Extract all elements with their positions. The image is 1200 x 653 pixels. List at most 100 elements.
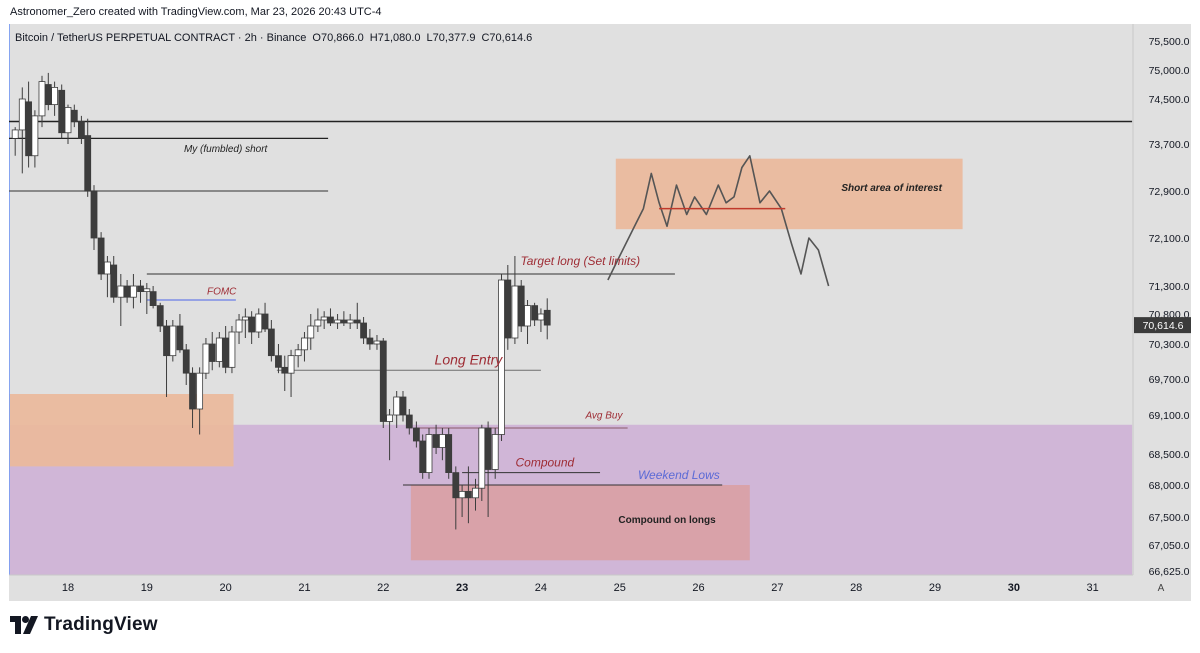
symbol-title: Bitcoin / TetherUS PERPETUAL CONTRACT · … [15,32,306,44]
candle [445,428,453,479]
candle-body-down [399,396,407,416]
candle [11,127,19,156]
candle [176,314,184,353]
compound-label: Compound [516,455,575,469]
time-tick-label: 31 [1087,582,1099,594]
time-tick-label: 30 [1008,582,1020,594]
price-tick-label: 75,500.0 [1149,36,1190,48]
candle [379,338,387,428]
candle [484,421,492,517]
candle-body-down [97,237,105,275]
candle [51,81,59,116]
candle-body-down [110,264,118,298]
candle-body-up [169,325,177,357]
candle-body-up [31,115,39,157]
time-tick-label: 29 [929,582,941,594]
candle-body-down [267,328,275,357]
price-scale: 75,500.0 75,000.0 74,500.0 73,700.0 72,900.0… [1132,24,1190,578]
candle-body-down [452,472,460,499]
candle-body-up [235,319,243,333]
candle [31,110,39,168]
candle-body-down [222,337,230,368]
candle [70,104,78,128]
candle-body-down [137,285,144,292]
candle-body-up [241,316,249,321]
candle-body-down [327,316,334,324]
candle-body-down [77,121,85,139]
last-price-tag: 70,614.6 [1134,317,1191,334]
candle [169,320,177,362]
candle [405,409,413,435]
candle-body-down [405,414,413,429]
candle-body-down [44,84,52,106]
candle-body-up [202,343,210,374]
candle-body-down [156,305,164,327]
candle-body-up [458,490,466,499]
candle-body-up [373,340,381,345]
candlestick-chart[interactable]: My (fumbled) short Short area of interest… [9,24,1191,601]
price-tick-label: 73,700.0 [1149,139,1190,151]
candle-body-up [320,316,328,321]
candle [189,367,196,428]
time-axis: 18 19 20 21 22 23 24 25 26 27 28 29 30 31 A [9,574,1165,594]
candle-body-up [64,107,72,134]
candle [97,232,105,280]
candle [182,344,190,385]
time-tick-label: 22 [377,582,389,594]
candle-body-up [38,81,46,117]
fumbled-short-label: My (fumbled) short [184,144,269,155]
candle-body-down [412,427,420,442]
tradingview-brand-text: TradingView [44,614,158,635]
candle [452,466,460,530]
tradingview-logo-icon [10,616,38,634]
candle-body-up [524,305,531,327]
candle [327,308,334,326]
candle-body-down [360,322,367,339]
price-tick-label: 74,500.0 [1149,94,1190,106]
price-tick-label: 67,500.0 [1149,512,1190,524]
candle [491,428,499,479]
candle-body-up [307,325,315,339]
compound-on-longs-label: Compound on longs [618,515,716,526]
chart-frame[interactable]: My (fumbled) short Short area of interest… [9,24,1191,601]
candle-body-up [215,337,223,362]
ohlc-low: L70,377.9 [427,32,476,44]
ohlc-high: H71,080.0 [370,32,421,44]
ohlc-close: C70,614.6 [481,32,532,44]
candle [307,314,315,350]
time-tick-label: 24 [535,582,547,594]
candle [196,367,204,435]
candle-body-up [472,487,479,499]
candle [517,280,525,332]
candle [143,283,151,314]
candle-body-down [504,279,512,339]
candle-body-down [517,285,525,327]
auto-scale-button[interactable]: A [1158,583,1165,594]
candle [425,428,433,479]
price-tick-label: 75,000.0 [1149,65,1190,77]
candle [261,302,269,332]
candle [314,308,322,332]
candle [399,391,407,422]
candle [465,466,472,524]
time-tick-label: 23 [456,582,468,594]
last-price-tag-bg [1134,317,1191,334]
orange-demand-zone [9,394,234,467]
tradingview-footer[interactable]: TradingView [10,614,158,636]
candle-body-up [104,261,111,275]
price-tick-label: 72,900.0 [1149,186,1190,198]
time-tick-label: 19 [141,582,153,594]
candle-body-down [465,490,472,499]
time-tick-label: 25 [614,582,626,594]
candle-body-up [498,279,505,435]
candle-body-up [537,313,545,321]
candle-body-up [301,337,308,351]
time-tick-label: 26 [692,582,704,594]
candle [84,118,92,197]
candle [156,302,164,332]
price-tick-label: 67,050.0 [1149,540,1190,552]
candle [353,302,361,329]
price-tick-label: 66,625.0 [1149,566,1190,578]
candle-body-down [123,285,131,298]
time-tick-label: 18 [62,582,74,594]
